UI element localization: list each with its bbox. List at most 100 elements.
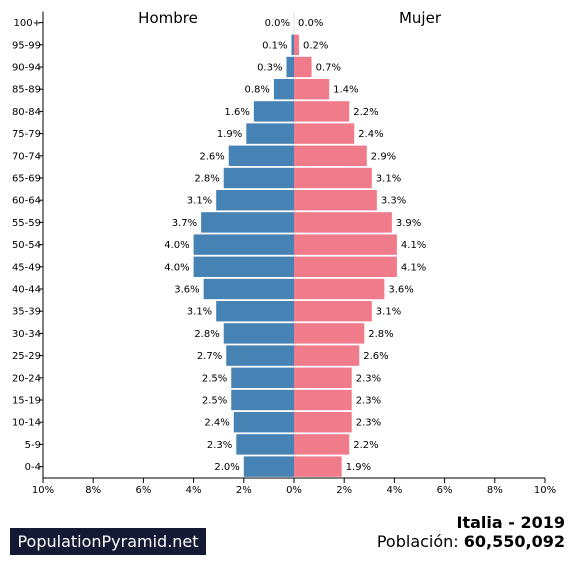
y-tick-label: 40-44 [12,285,41,296]
male-bar [291,34,294,55]
x-tick-label: 8% [85,485,101,496]
y-tick-label: 30-34 [12,329,41,340]
male-bar [193,234,294,255]
female-legend-label: Mujer [399,9,442,27]
female-bar [294,367,352,388]
female-value-label: 2.2% [353,440,378,451]
female-value-label: 1.9% [346,462,371,473]
female-value-label: 2.3% [356,396,381,407]
x-tick-label: 0% [286,485,302,496]
site-brand-badge[interactable]: PopulationPyramid.net [10,528,206,555]
y-tick-label: 60-64 [12,196,41,207]
female-value-label: 3.1% [376,174,401,185]
female-value-label: 2.8% [368,329,393,340]
male-bar [273,79,294,100]
male-value-label: 2.7% [197,351,222,362]
y-tick-label: 75-79 [12,129,41,140]
male-value-label: 1.9% [217,129,242,140]
y-tick-label: 70-74 [12,151,41,162]
male-value-label: 1.6% [224,107,249,118]
male-bar [203,278,294,300]
x-tick-label: 4% [386,485,402,496]
male-bar [243,456,294,477]
male-value-label: 0.1% [262,40,287,51]
female-bar [294,56,312,78]
male-bar [216,301,294,322]
male-bar [231,367,294,388]
female-value-label: 2.2% [353,107,378,118]
male-bar [216,190,294,211]
female-value-label: 2.4% [358,129,383,140]
female-value-label: 0.2% [303,40,328,51]
female-bar [294,145,367,166]
female-value-label: 3.9% [396,218,421,229]
x-tick-label: 6% [135,485,151,496]
male-value-label: 2.8% [194,329,219,340]
female-bar [294,389,352,411]
female-value-label: 2.3% [356,418,381,429]
x-tick-label: 6% [437,485,453,496]
y-tick-label: 55-59 [12,218,41,229]
female-value-label: 2.3% [356,373,381,384]
female-value-label: 3.1% [376,307,401,318]
male-value-label: 0.3% [257,63,282,74]
male-value-label: 4.0% [164,262,189,273]
female-bar [294,123,355,144]
male-bar [193,256,294,277]
y-tick-label: 65-69 [12,174,41,185]
male-bar [223,167,294,189]
country-year-title: Italia - 2019 [456,513,565,532]
male-bar [233,412,294,433]
female-bar [294,234,397,255]
y-tick-label: 25-29 [12,351,41,362]
female-value-label: 0.0% [298,18,323,29]
male-legend-label: Hombre [138,9,198,27]
male-value-label: 3.6% [174,285,199,296]
y-tick-label: 50-54 [12,240,41,251]
y-tick-label: 45-49 [12,262,41,273]
x-tick-label: 8% [487,485,503,496]
male-value-label: 2.0% [214,462,239,473]
female-bar [294,301,372,322]
male-value-label: 2.3% [207,440,232,451]
male-value-label: 3.1% [187,307,212,318]
chart-value-labels: 0.0% 0.0% 0.1% 0.2% 0.3% 0.7% 0.8% 1.4% 1.6% 2.2%… [164,18,426,473]
y-tick-label: 80-84 [12,107,41,118]
y-tick-label: 20-24 [12,373,41,384]
female-value-label: 2.9% [371,151,396,162]
x-tick-label: 10% [32,485,54,496]
male-bar [226,345,294,366]
male-value-label: 2.4% [204,418,229,429]
x-tick-label: 4% [186,485,202,496]
female-bar [294,434,350,455]
female-bar [294,345,360,366]
female-value-label: 0.7% [316,63,341,74]
female-bar [294,101,350,122]
male-bar [236,434,294,455]
female-bar [294,190,377,211]
population-label: Población: [376,532,459,551]
female-bar [294,278,385,300]
female-bar [294,34,300,55]
x-tick-label: 2% [236,485,252,496]
female-bar [294,412,352,433]
male-bar [246,123,294,144]
male-bar [223,323,294,344]
male-value-label: 2.5% [202,396,227,407]
female-bar [294,212,392,233]
female-value-label: 2.6% [363,351,388,362]
y-tick-label: 10-14 [12,418,41,429]
female-value-label: 3.6% [388,285,413,296]
female-value-label: 3.3% [381,196,406,207]
male-value-label: 0.8% [245,85,270,96]
male-bar [228,145,294,166]
female-value-label: 4.1% [401,262,426,273]
male-value-label: 2.5% [202,373,227,384]
x-tick-label: 10% [534,485,556,496]
male-value-label: 3.7% [172,218,197,229]
x-tick-label: 2% [336,485,352,496]
chart-bars [193,34,397,477]
population-pyramid-chart: 100+ 95-99 90-94 85-89 80-84 75-79 70-74 65-69 6… [12,9,556,496]
male-value-label: 2.6% [199,151,224,162]
male-value-label: 2.8% [194,174,219,185]
